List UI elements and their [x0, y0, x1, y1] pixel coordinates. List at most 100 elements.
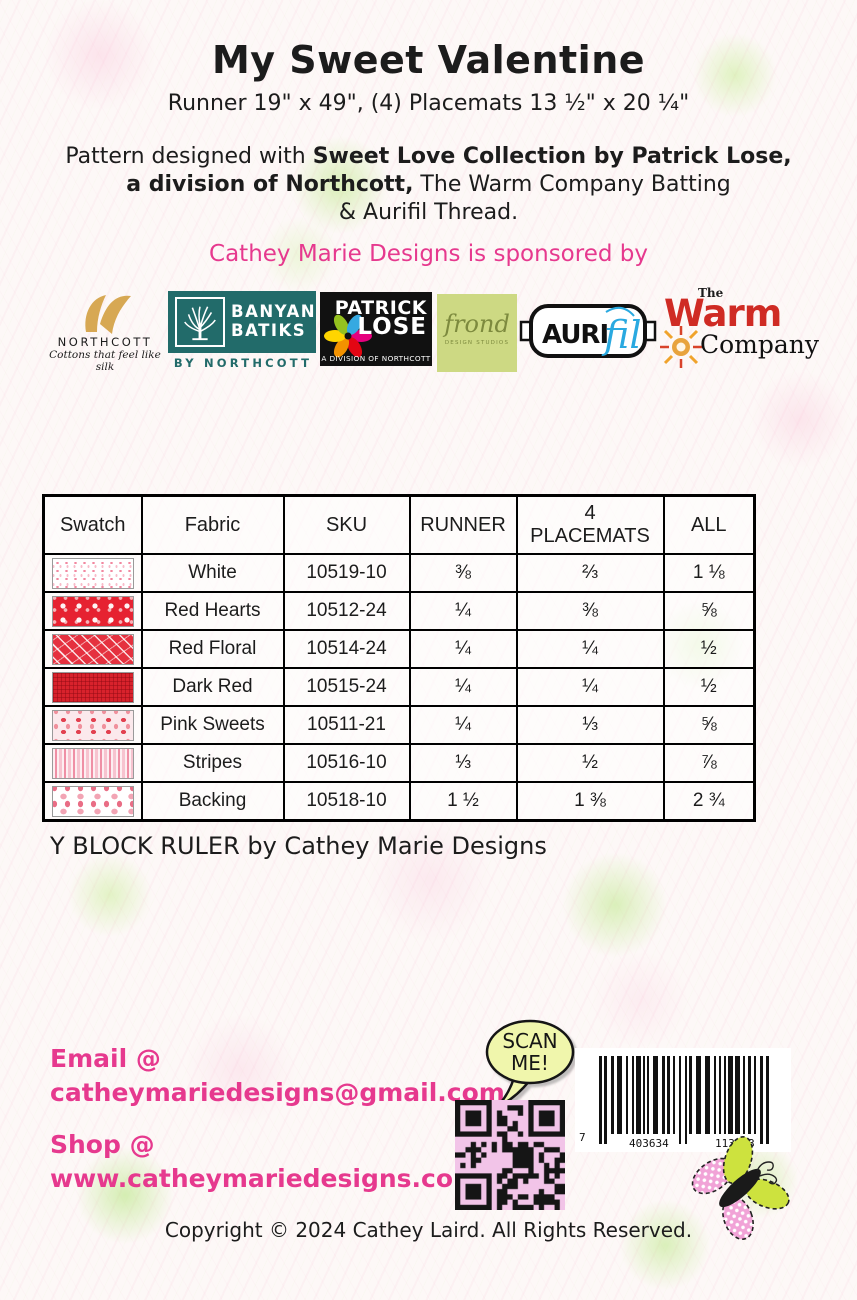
- banyan-batiks-box: BANYAN BATIKS: [168, 291, 316, 353]
- table-row: Backing 10518-10 1 ½ 1 ⅜ 2 ¾: [42, 781, 756, 822]
- warm-the: The: [698, 286, 724, 300]
- northcott-n-icon: [85, 295, 131, 334]
- table-row: White 10519-10 ⅜ ⅔ 1 ⅛: [42, 553, 756, 593]
- frond-sub: DESIGN STUDIOS: [444, 340, 510, 346]
- fabric-sku: 10512-24: [282, 591, 411, 631]
- warm-company-logo: The Warm Company: [660, 286, 819, 370]
- table-row: Red Hearts 10512-24 ¼ ⅜ ⅝: [42, 591, 756, 631]
- placemats-yardage: ⅔: [515, 553, 665, 593]
- email-address[interactable]: catheymariedesigns@gmail.com: [50, 1078, 505, 1107]
- butterfly-icon: [691, 1136, 790, 1241]
- runner-yardage: ¼: [408, 629, 518, 669]
- fabric-swatch: [51, 671, 134, 703]
- scan-me-line2: ME!: [511, 1051, 549, 1075]
- fabric-name: Stripes: [140, 743, 285, 783]
- aurifil-spool-icon: AURI fil: [519, 304, 657, 358]
- fabric-name: White: [140, 553, 285, 593]
- shop-url[interactable]: www.catheymariedesigns.com: [50, 1164, 480, 1193]
- fabric-swatch: [51, 709, 134, 741]
- col-header-sku: SKU: [282, 494, 411, 555]
- fabric-requirements-table: Swatch Fabric SKU RUNNER 4 PLACEMATS ALL…: [42, 494, 756, 822]
- fabric-sku: 10511-21: [282, 705, 411, 745]
- description-line-1: Pattern designed with Sweet Love Collect…: [65, 144, 792, 169]
- banyan-batiks-wordmark: BANYAN BATIKS: [231, 302, 317, 340]
- all-yardage: ⅝: [662, 705, 756, 745]
- all-yardage: ⅝: [662, 591, 756, 631]
- banyan-tree-icon: [175, 297, 225, 347]
- all-yardage: 2 ¾: [662, 781, 756, 822]
- fabric-name: Red Hearts: [140, 591, 285, 631]
- placemats-yardage: 1 ⅜: [515, 781, 665, 822]
- table-row: Pink Sweets 10511-21 ¼ ⅓ ⅝: [42, 705, 756, 745]
- barcode-digit: 7: [577, 1131, 588, 1144]
- table-row: Red Floral 10514-24 ¼ ¼ ½: [42, 629, 756, 669]
- warm-company-word: Company: [700, 330, 820, 359]
- page-title: My Sweet Valentine: [211, 38, 646, 82]
- placemats-yardage: ⅜: [515, 591, 665, 631]
- patrick-lose-pinwheel-icon: [324, 314, 372, 358]
- fabric-name: Dark Red: [140, 667, 285, 707]
- frond-wordmark: frond: [444, 310, 510, 338]
- runner-yardage: ⅓: [408, 743, 518, 783]
- all-yardage: 1 ⅛: [662, 553, 756, 593]
- table-row: Dark Red 10515-24 ¼ ¼ ½: [42, 667, 756, 707]
- runner-yardage: ¼: [408, 667, 518, 707]
- fabric-sku: 10518-10: [282, 781, 411, 822]
- fabric-swatch: [51, 633, 134, 665]
- fabric-sku: 10514-24: [282, 629, 411, 669]
- col-header-runner: RUNNER: [408, 494, 518, 555]
- northcott-tagline: Cottons that feel like silk: [49, 349, 161, 373]
- pattern-description: Pattern designed with Sweet Love Collect…: [0, 143, 857, 227]
- sponsor-line: Cathey Marie Designs is sponsored by: [209, 241, 648, 267]
- all-yardage: ½: [662, 629, 756, 669]
- email-label: Email @: [50, 1044, 161, 1073]
- frond-logo: frond DESIGN STUDIOS: [437, 294, 517, 372]
- fabric-sku: 10519-10: [282, 553, 411, 593]
- ruler-note: Y BLOCK RULER by Cathey Marie Designs: [50, 832, 547, 860]
- runner-yardage: ¼: [408, 591, 518, 631]
- shop-label: Shop @: [50, 1130, 155, 1159]
- fabric-name: Pink Sweets: [140, 705, 285, 745]
- description-line-2: a division of Northcott, The Warm Compan…: [126, 171, 731, 197]
- placemats-yardage: ¼: [515, 629, 665, 669]
- col-header-placemats: 4 PLACEMATS: [515, 494, 665, 555]
- fabric-swatch: [51, 785, 134, 817]
- all-yardage: ½: [662, 667, 756, 707]
- fabric-name: Red Floral: [140, 629, 285, 669]
- col-header-all: ALL: [662, 494, 756, 555]
- page-subtitle: Runner 19" x 49", (4) Placemats 13 ½" x …: [167, 91, 690, 116]
- fabric-swatch: [51, 557, 134, 589]
- patrick-lose-logo: PATRICK LOSE A DIVISION OF NORTHCOTT: [320, 292, 432, 366]
- patrick-lose-wordmark: PATRICK LOSE: [334, 297, 427, 341]
- warm-sun-icon: [660, 326, 702, 368]
- svg-text:fil: fil: [601, 313, 642, 357]
- fabric-swatch: [51, 595, 134, 627]
- placemats-yardage: ¼: [515, 667, 665, 707]
- placemats-yardage: ½: [515, 743, 665, 783]
- runner-yardage: ⅜: [408, 553, 518, 593]
- fabric-swatch: [51, 747, 134, 779]
- all-yardage: ⅞: [662, 743, 756, 783]
- banyan-by-northcott: BY NORTHCOTT: [173, 356, 313, 370]
- banyan-batiks-logo: BANYAN BATIKS BY NORTHCOTT: [168, 291, 318, 370]
- aurifil-logo: AURI fil: [518, 298, 658, 368]
- scan-me-bubble: SCAN ME!: [485, 1019, 575, 1110]
- fabric-sku: 10516-10: [282, 743, 411, 783]
- copyright-line: Copyright © 2024 Cathey Laird. All Right…: [164, 1218, 693, 1242]
- svg-text:AURI: AURI: [542, 320, 608, 350]
- barcode-bars: [599, 1056, 772, 1146]
- barcode-digits-left: 403634: [627, 1137, 671, 1150]
- placemats-yardage: ⅓: [515, 705, 665, 745]
- runner-yardage: ¼: [408, 705, 518, 745]
- col-header-fabric: Fabric: [140, 494, 285, 555]
- warm-wordmark: Warm: [664, 292, 782, 335]
- fabric-name: Backing: [140, 781, 285, 822]
- qr-code[interactable]: [455, 1100, 565, 1210]
- col-header-swatch: Swatch: [42, 494, 143, 555]
- table-row: Stripes 10516-10 ⅓ ½ ⅞: [42, 743, 756, 783]
- description-line-3: & Aurifil Thread.: [338, 199, 519, 225]
- runner-yardage: 1 ½: [408, 781, 518, 822]
- patrick-lose-division: A DIVISION OF NORTHCOTT: [321, 354, 431, 363]
- scan-me-line1: SCAN: [502, 1029, 557, 1053]
